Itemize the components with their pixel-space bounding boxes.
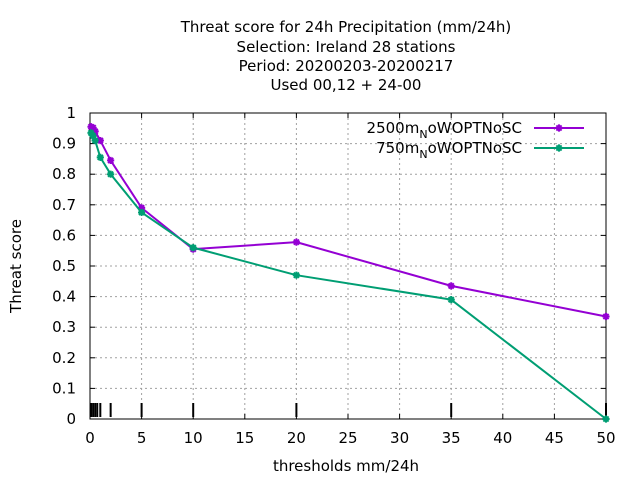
point-marker [602, 415, 610, 423]
series [87, 123, 610, 423]
data-point [138, 208, 146, 217]
x-tick-label: 40 [493, 429, 512, 447]
data-point [91, 127, 99, 135]
y-tick-label: 0.4 [52, 288, 76, 306]
data-point [447, 296, 455, 304]
point-marker [555, 144, 563, 152]
data-point [89, 132, 97, 140]
data-point [107, 170, 115, 178]
point-marker [91, 136, 99, 145]
data-point [138, 204, 146, 212]
legend-item-750m: 750mNoWOPTNoSC [376, 139, 584, 161]
x-tick-label: 5 [137, 429, 147, 447]
data-point [602, 415, 610, 423]
data-point [292, 271, 300, 279]
point-marker [447, 296, 455, 304]
point-marker [107, 156, 115, 165]
point-marker [96, 153, 104, 161]
data-point [602, 312, 610, 321]
x-tick-label: 25 [338, 429, 357, 447]
point-marker [91, 127, 99, 135]
title-line-2: Selection: Ireland 28 stations [237, 38, 456, 56]
point-marker [107, 170, 115, 178]
point-marker [189, 244, 197, 252]
x-axis-label: thresholds mm/24h [273, 457, 419, 475]
point-marker [602, 312, 610, 321]
data-point [292, 238, 300, 246]
y-tick-label: 0.1 [52, 379, 76, 397]
data-point [189, 244, 197, 252]
x-tick-label: 0 [85, 429, 95, 447]
x-tick-label: 10 [184, 429, 203, 447]
data-point [91, 136, 99, 145]
y-tick-label: 0.6 [52, 226, 76, 244]
y-axis-ticks: 0 0.1 0.2 0.3 0.4 0.5 0.6 0.7 0.8 0.9 1 [52, 104, 606, 428]
x-axis-ticks: 0 5 10 15 20 25 30 35 40 45 50 [85, 113, 616, 447]
data-point [447, 282, 455, 290]
point-marker [447, 282, 455, 290]
x-tick-label: 15 [235, 429, 254, 447]
y-tick-label: 0.3 [52, 318, 76, 336]
point-marker [292, 238, 300, 246]
chart-title: Threat score for 24h Precipitation (mm/2… [180, 18, 512, 94]
y-tick-label: 0.7 [52, 196, 76, 214]
x-tick-label: 35 [442, 429, 461, 447]
data-point [89, 124, 97, 132]
series-line [90, 125, 607, 318]
series-2500m [87, 123, 610, 321]
point-marker [138, 208, 146, 217]
y-tick-label: 0 [66, 410, 76, 428]
data-point [107, 156, 115, 165]
data-point [96, 153, 104, 161]
point-marker [138, 204, 146, 212]
threshold-marks [90, 403, 607, 417]
series-line [90, 132, 607, 420]
x-tick-label: 20 [287, 429, 306, 447]
legend-swatch-marker [555, 144, 563, 152]
point-marker [89, 132, 97, 140]
legend-label: 2500mNoWOPTNoSC [367, 119, 522, 141]
grid [90, 113, 606, 419]
y-tick-label: 0.2 [52, 349, 76, 367]
legend-label: 750mNoWOPTNoSC [376, 139, 522, 161]
y-tick-label: 0.9 [52, 135, 76, 153]
y-tick-label: 0.5 [52, 257, 76, 275]
series-750m [87, 129, 610, 423]
data-point [96, 136, 104, 145]
x-tick-label: 50 [596, 429, 615, 447]
y-tick-label: 1 [66, 104, 76, 122]
title-line-4: Used 00,12 + 24-00 [271, 76, 422, 94]
legend-item-2500m: 2500mNoWOPTNoSC [367, 119, 584, 141]
x-tick-label: 45 [545, 429, 564, 447]
y-tick-label: 0.8 [52, 165, 76, 183]
x-tick-label: 30 [390, 429, 409, 447]
legend-swatch-marker [555, 124, 563, 132]
point-marker [555, 124, 563, 132]
title-line-1: Threat score for 24h Precipitation (mm/2… [180, 18, 512, 36]
y-axis-label: Threat score [7, 219, 25, 314]
point-marker [96, 136, 104, 145]
point-marker [89, 124, 97, 132]
title-line-3: Period: 20200203-20200217 [239, 57, 454, 75]
point-marker [292, 271, 300, 279]
